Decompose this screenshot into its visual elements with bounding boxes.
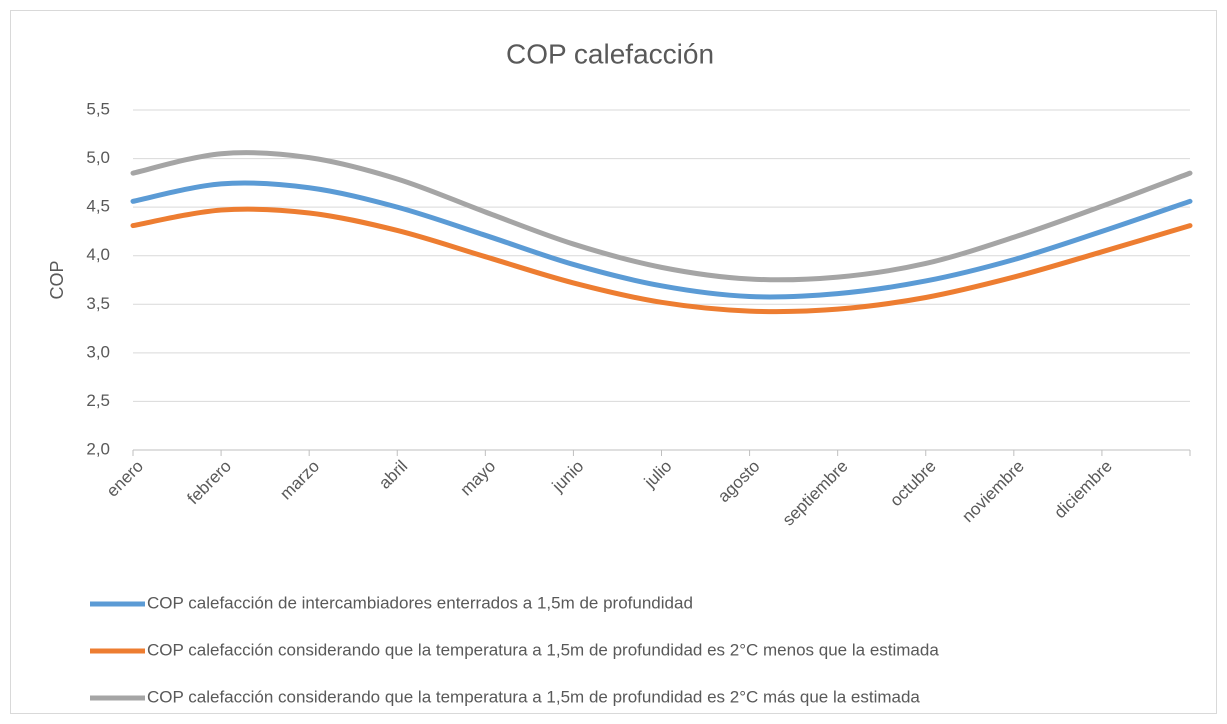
y-axis-label: COP [47, 260, 67, 299]
y-tick-label: 4,0 [86, 245, 110, 264]
legend-label: COP calefacción de intercambiadores ente… [147, 593, 693, 612]
y-tick-label: 3,0 [86, 342, 110, 361]
chart-title: COP calefacción [506, 38, 714, 69]
legend-label: COP calefacción considerando que la temp… [147, 687, 920, 706]
series-line [130, 180, 1193, 300]
y-tick-label: 4,5 [86, 197, 110, 216]
series-line [130, 206, 1193, 315]
chart-border [10, 10, 1217, 714]
y-tick-label: 5,0 [86, 148, 110, 167]
y-tick-label: 2,0 [86, 439, 110, 458]
y-tick-label: 3,5 [86, 294, 110, 313]
y-tick-label: 5,5 [86, 99, 110, 118]
series-line [130, 150, 1193, 283]
legend-label: COP calefacción considerando que la temp… [147, 640, 939, 659]
y-tick-label: 2,5 [86, 391, 110, 410]
